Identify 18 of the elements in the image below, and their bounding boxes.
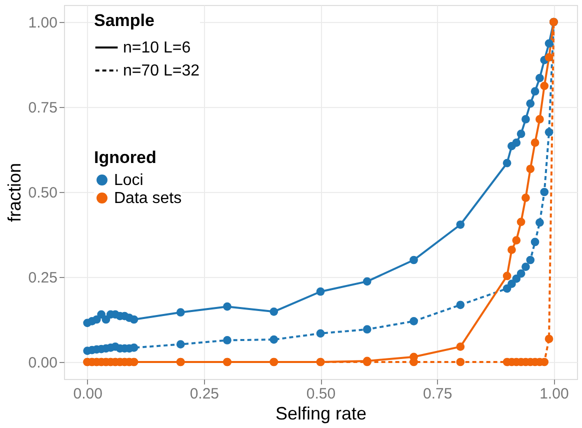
annotation: Sample (94, 11, 154, 30)
y-axis-title: fraction (4, 162, 24, 222)
x-tick-label: 0.00 (73, 386, 102, 402)
x-tick-label: 0.25 (190, 386, 220, 402)
x-tick-label: 1.00 (540, 386, 569, 402)
y-tick-label: 0.50 (28, 184, 58, 202)
y-tick-label: 0.00 (28, 354, 58, 372)
y-tick-label: 0.75 (28, 100, 58, 116)
y-tick-label: 1.00 (28, 14, 58, 32)
annotation: n=70 L=32 (123, 62, 200, 80)
annotation: n=10 L=6 (123, 40, 191, 56)
y-tick-label: 0.25 (28, 270, 58, 286)
legend-label: Data sets (114, 190, 182, 207)
x-tick-label: 0.75 (422, 386, 452, 402)
x-axis-title: Selfing rate (275, 404, 367, 424)
legend-label: Loci (114, 172, 144, 189)
x-tick-label: 0.50 (306, 386, 336, 402)
legend-title: Ignored (94, 148, 156, 167)
